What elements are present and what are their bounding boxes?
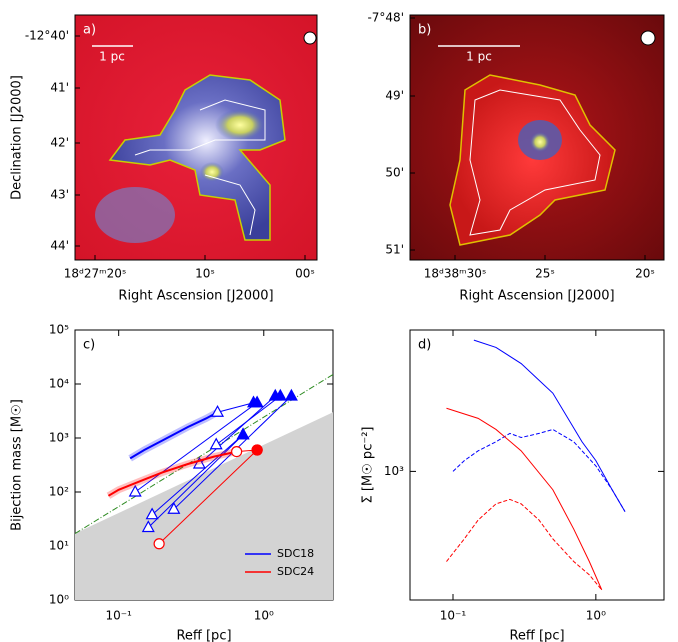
legend-label: SDC24 [277,565,314,578]
marker [273,388,287,401]
x-axis-label: Right Ascension [J2000] [118,289,273,304]
frame [409,329,665,601]
connector [158,449,258,545]
x-tick-label: 10⁰ [586,609,606,623]
marker [231,445,243,458]
x-tick-label: 10⁻¹ [440,609,467,623]
marker [128,484,142,497]
y-tick-label: -7°48' [367,11,404,25]
marker [192,456,206,469]
y-tick-label: 10¹ [49,539,69,553]
y-tick-label: 10³ [49,431,69,445]
x-axis-label: Reff [pc] [509,629,564,642]
connector [147,434,244,528]
panel-label: c) [83,338,95,353]
x-axis-label: Right Ascension [J2000] [459,289,614,304]
x-tick-label: 10⁰ [254,609,274,623]
marker [209,437,223,450]
y-tick-label: 10² [49,485,69,499]
x-tick-label: 18ᵈ38ᵐ30ˢ [424,267,487,281]
y-tick-label: 10³ [384,464,404,478]
connector [215,395,281,446]
x-tick-label: 10ˢ [195,267,215,281]
curve [107,450,237,497]
y-axis-label: Σ [M☉ pc⁻²] [361,427,376,504]
marker [251,444,263,456]
scale-bar-label: 1 pc [99,50,125,64]
y-axis-label: Declination [J2000] [10,75,25,200]
marker [284,388,298,401]
y-tick-label: 42' [50,136,69,150]
marker [141,520,155,533]
reference-line [75,374,333,534]
y-tick-label: 10⁴ [49,377,69,391]
marker [153,538,165,550]
y-tick-label: 10⁵ [49,323,69,337]
line [446,498,603,591]
panel-label: a) [83,23,96,38]
x-tick-label: 00ˢ [295,267,315,281]
legend-label: SDC18 [277,547,314,560]
y-tick-label: 43' [50,188,69,202]
scale-bar-label: 1 pc [466,50,492,64]
plot-area [75,374,333,600]
y-tick-label: 44' [50,239,69,253]
marker [236,427,250,440]
y-tick-label: 10⁰ [49,593,69,607]
plot-area [446,339,626,591]
line [446,407,603,591]
map-b [410,15,664,260]
connector [151,434,244,516]
x-tick-label: 10⁻¹ [105,609,132,623]
y-tick-label: 50' [385,166,404,180]
marker [145,507,159,520]
frame [74,14,318,261]
x-tick-label: 25ˢ [535,267,555,281]
y-axis-label: Bijection mass [M☉] [10,399,25,531]
marker [211,404,225,417]
connector [217,402,254,413]
line [452,428,626,512]
y-tick-label: 49' [385,89,404,103]
marker [250,395,264,408]
x-tick-label: 18ᵈ27ᵐ20ˢ [64,267,127,281]
panel-label: d) [418,338,431,353]
y-tick-label: 41' [50,81,69,95]
shaded-region [75,412,333,600]
y-tick-label: 51' [385,243,404,257]
x-tick-label: 20ˢ [635,267,655,281]
marker [167,501,181,514]
y-tick-label: -12°40' [25,29,69,43]
panel-label: b) [418,23,431,38]
curve [129,411,218,460]
frame [409,14,665,261]
x-axis-label: Reff [pc] [176,629,231,642]
map-a [75,15,317,260]
connector [134,402,258,493]
